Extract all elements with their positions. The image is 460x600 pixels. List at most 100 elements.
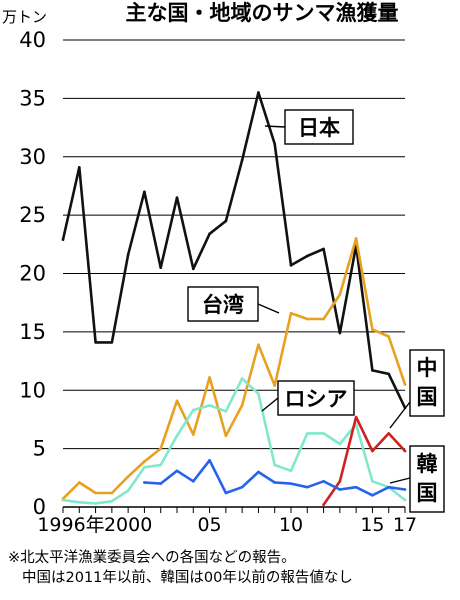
data-point xyxy=(338,293,342,296)
data-point xyxy=(208,376,211,379)
y-tick-label: 35 xyxy=(19,86,46,110)
data-point xyxy=(94,491,97,495)
data-point xyxy=(191,433,195,436)
label-leader xyxy=(264,125,286,128)
y-tick-label: 30 xyxy=(19,145,46,169)
x-tick-label: 17 xyxy=(393,514,417,536)
data-point xyxy=(77,165,81,169)
data-point xyxy=(208,404,211,407)
label-leader xyxy=(261,397,279,412)
y-tick-label: 0 xyxy=(33,495,46,519)
label-box xyxy=(284,109,354,145)
series-line xyxy=(322,415,407,507)
series-line xyxy=(61,377,407,505)
data-point xyxy=(273,142,277,146)
data-point xyxy=(371,369,374,372)
data-point xyxy=(110,341,114,344)
data-point xyxy=(240,485,244,489)
data-point xyxy=(159,463,163,467)
series-line xyxy=(61,91,407,410)
data-point xyxy=(61,498,65,502)
data-point xyxy=(338,480,342,483)
data-point xyxy=(240,404,244,407)
data-point xyxy=(240,158,244,162)
data-point xyxy=(305,432,309,435)
data-point xyxy=(305,317,309,321)
x-tick-label: 2000 xyxy=(104,514,152,536)
y-tick-label: 10 xyxy=(19,378,46,402)
data-point xyxy=(126,489,130,492)
data-point xyxy=(371,449,374,453)
data-point xyxy=(61,238,65,241)
y-tick-label: 25 xyxy=(19,203,46,227)
data-point xyxy=(208,232,211,236)
label-box xyxy=(277,380,355,416)
data-point xyxy=(403,488,407,491)
x-tick-label: 1996年 xyxy=(37,514,104,536)
data-point xyxy=(371,328,374,331)
data-point xyxy=(175,399,179,403)
data-point xyxy=(289,264,293,267)
data-point xyxy=(224,409,228,413)
data-point xyxy=(143,481,146,484)
data-point xyxy=(387,372,391,376)
data-point xyxy=(224,491,228,495)
data-point xyxy=(273,481,277,484)
data-point xyxy=(159,266,163,269)
series-label: 韓 xyxy=(417,452,438,476)
y-tick-label: 40 xyxy=(19,28,46,52)
data-point xyxy=(322,503,325,506)
label-box xyxy=(409,349,445,417)
data-point xyxy=(273,384,277,387)
label-leader xyxy=(389,401,411,429)
data-point xyxy=(322,247,325,251)
data-point xyxy=(77,481,81,484)
data-point xyxy=(257,392,260,396)
data-point xyxy=(387,335,391,338)
label-leader xyxy=(257,303,280,314)
footnote-line-1: ※北太平洋漁業委員会への各国などの報告。 xyxy=(8,549,296,566)
series-line xyxy=(61,237,407,501)
series-label: ロシア xyxy=(285,387,348,411)
series-label: 中 xyxy=(417,356,438,380)
data-point xyxy=(224,219,228,223)
data-point xyxy=(387,432,391,435)
data-point xyxy=(143,460,146,463)
data-point xyxy=(110,499,114,503)
data-point xyxy=(191,480,195,483)
series-label: 国 xyxy=(417,385,438,409)
label-box xyxy=(187,286,259,322)
data-point xyxy=(159,447,163,450)
data-point xyxy=(322,432,325,435)
x-tick-label: 10 xyxy=(279,514,303,536)
label-leader xyxy=(389,477,411,484)
data-point xyxy=(175,469,179,473)
footnote-line-2: 中国は2011年以前、韓国は00年以前の報告値なし xyxy=(22,569,353,586)
data-point xyxy=(338,442,342,446)
data-point xyxy=(175,434,179,438)
data-point xyxy=(77,501,81,504)
data-point xyxy=(289,311,293,315)
data-point xyxy=(305,254,309,258)
data-point xyxy=(371,494,374,497)
data-point xyxy=(143,190,146,194)
x-tick-label: 05 xyxy=(197,514,221,536)
data-point xyxy=(322,317,325,321)
data-point xyxy=(159,482,163,485)
chart-title: 主な国・地域のサンマ漁獲量 xyxy=(126,1,399,25)
data-point xyxy=(257,343,260,347)
data-point xyxy=(305,485,309,489)
data-point xyxy=(338,488,342,491)
data-point xyxy=(322,480,325,483)
data-point xyxy=(126,253,130,257)
data-point xyxy=(257,91,260,94)
series-label: 台湾 xyxy=(202,293,244,317)
data-point xyxy=(289,482,293,485)
data-point xyxy=(191,408,195,412)
data-point xyxy=(143,466,146,469)
data-point xyxy=(191,267,195,271)
data-point xyxy=(338,331,342,335)
